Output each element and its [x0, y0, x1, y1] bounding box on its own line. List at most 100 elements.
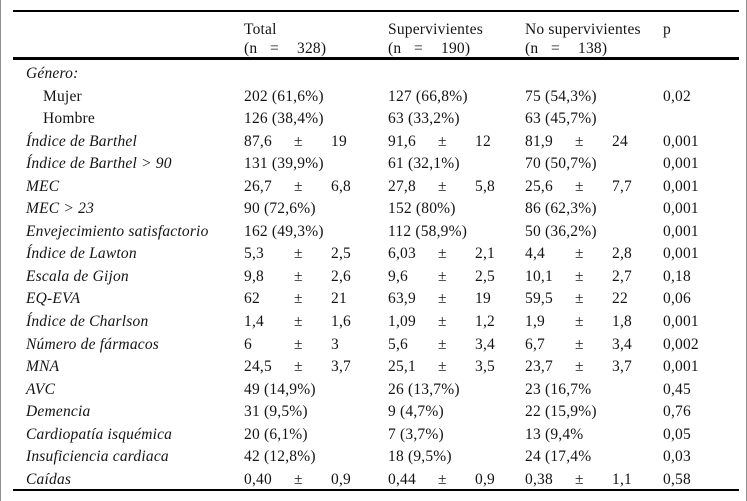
plus-minus-sign: ±	[438, 470, 447, 488]
sd-value: 3,7	[331, 358, 351, 376]
header-p-label: p	[663, 21, 671, 38]
plus-minus-sign: ±	[575, 177, 584, 195]
value-cell: 5,3 ±2,5	[244, 243, 388, 266]
sd-value: 2,1	[475, 245, 495, 263]
value-cell: 86 (62,3%)	[525, 200, 597, 218]
sd-value: 12	[475, 132, 491, 150]
mean-value: 0,38	[525, 470, 553, 488]
sd-value: 19	[475, 290, 491, 308]
mean-value: 6	[244, 335, 252, 353]
value-cell: 25,6 ±7,7	[525, 176, 663, 199]
row-label: Mujer	[43, 87, 82, 105]
sd-value: 2,7	[612, 267, 632, 285]
plus-minus-sign: ±	[294, 470, 303, 488]
value-cell: 10,1 ±2,7	[525, 266, 663, 289]
sd-value: 22	[612, 290, 628, 308]
p-value-cell: 0,58	[663, 470, 691, 488]
value-cell: 9,8 ±2,6	[244, 266, 388, 289]
p-value-cell: 0,001	[663, 358, 699, 376]
value-cell: 63 (33,2%)	[388, 110, 460, 128]
table-row: Envejecimiento satisfactorio 162 (49,3%) 1…	[13, 221, 739, 244]
plus-minus-sign: ±	[294, 177, 303, 195]
value-cell: 112 (58,9%)	[388, 222, 468, 240]
value-cell: 87,6 ±19	[244, 131, 388, 154]
header-no-supervivientes-n: (n = 138)	[525, 40, 608, 57]
mean-value: 62	[244, 290, 260, 308]
mean-value: 87,6	[244, 132, 272, 150]
row-label: MEC	[26, 177, 60, 195]
value-cell: 90 (72,6%)	[244, 200, 316, 218]
plus-minus-sign: ±	[438, 245, 447, 263]
header-supervivientes: Supervivientes (n = 190)	[388, 20, 525, 58]
value-cell: 49 (14,9%)	[244, 380, 316, 398]
p-value-cell: 0,001	[663, 132, 699, 150]
value-cell: 23 (16,7%	[525, 380, 592, 398]
table-row: Índice de Charlson 1,4 ±1,6 1,09 ±1,2 1,9 ±1,8…	[13, 311, 739, 334]
table-row: Escala de Gijon 9,8 ±2,6 9,6 ±2,5 10,1 ±2,7 0,1…	[13, 266, 739, 289]
row-label: Envejecimiento satisfactorio	[26, 222, 209, 240]
header-p: p	[663, 20, 739, 58]
plus-minus-sign: ±	[575, 335, 584, 353]
plus-minus-sign: ±	[575, 358, 584, 376]
table-row: Índice de Barthel > 90 131 (39,9%) 61 (32,…	[13, 153, 739, 176]
plus-minus-sign: ±	[294, 335, 303, 353]
value-cell: 162 (49,3%)	[244, 222, 324, 240]
header-no-supervivientes: No supervivientes (n = 138)	[525, 20, 663, 58]
mean-value: 24,5	[244, 358, 272, 376]
plus-minus-sign: ±	[294, 267, 303, 285]
value-cell: 5,6 ±3,4	[388, 334, 525, 357]
plus-minus-sign: ±	[438, 290, 447, 308]
sd-value: 7,7	[612, 177, 632, 195]
mean-value: 23,7	[525, 358, 553, 376]
value-cell: 1,9 ±1,8	[525, 311, 663, 334]
sd-value: 3	[331, 335, 339, 353]
mean-value: 5,3	[244, 245, 264, 263]
sd-value: 2,5	[475, 267, 495, 285]
table-row: Índice de Lawton 5,3 ±2,5 6,03 ±2,1 4,4 ±2,8 0,…	[13, 243, 739, 266]
plus-minus-sign: ±	[575, 470, 584, 488]
plus-minus-sign: ±	[438, 132, 447, 150]
row-label: Cardiopatía isquémica	[26, 425, 173, 443]
sd-value: 3,4	[475, 335, 495, 353]
row-label: Índice de Lawton	[26, 245, 137, 263]
header-no-supervivientes-label: No supervivientes	[525, 21, 641, 38]
plus-minus-sign: ±	[438, 267, 447, 285]
value-cell: 31 (9,5%)	[244, 403, 308, 421]
value-cell: 0,44 ±0,9	[388, 469, 525, 492]
header-empty-cell	[13, 20, 244, 58]
sd-value: 3,5	[475, 358, 495, 376]
results-table: Total (n = 328) Supervivientes (n = 190) No …	[13, 0, 739, 491]
p-value-cell	[663, 108, 739, 131]
value-cell: 50 (36,2%)	[525, 222, 597, 240]
value-cell: 26,7 ±6,8	[244, 176, 388, 199]
table-row: Insuficiencia cardiaca 42 (12,8%) 18 (9,5%…	[13, 446, 739, 469]
value-cell: 61 (32,1%)	[388, 155, 460, 173]
row-label: Insuficiencia cardiaca	[26, 448, 169, 466]
p-value-cell: 0,76	[663, 403, 691, 421]
row-label: MEC > 23	[26, 200, 95, 218]
plus-minus-sign: ±	[575, 290, 584, 308]
mean-value: 59,5	[525, 290, 553, 308]
sd-value: 3,7	[612, 358, 632, 376]
table-row: Género:	[13, 63, 739, 86]
table-row: Caídas 0,40 ±0,9 0,44 ±0,9 0,38 ±1,1 0,58	[13, 469, 739, 492]
value-cell: 1,09 ±1,2	[388, 311, 525, 334]
row-label: MNA	[26, 358, 60, 376]
row-label: Índice de Charlson	[26, 313, 149, 331]
value-cell: 152 (80%)	[388, 200, 456, 218]
value-cell: 18 (9,5%)	[388, 448, 452, 466]
mean-value: 1,9	[525, 313, 545, 331]
sd-value: 2,5	[331, 245, 351, 263]
plus-minus-sign: ±	[294, 132, 303, 150]
sd-value: 21	[331, 290, 347, 308]
sd-value: 3,4	[612, 335, 632, 353]
value-cell: 62 ±21	[244, 288, 388, 311]
value-cell: 26 (13,7%)	[388, 380, 460, 398]
mean-value: 0,44	[388, 470, 416, 488]
plus-minus-sign: ±	[438, 358, 447, 376]
table-body: Género: Mujer 202 (61,6%) 127 (66,8%) 75 (54…	[13, 60, 739, 489]
mean-value: 25,6	[525, 177, 553, 195]
value-cell: 42 (12,8%)	[244, 448, 316, 466]
value-cell: 7 (3,7%)	[388, 425, 444, 443]
sd-value: 2,6	[331, 267, 351, 285]
